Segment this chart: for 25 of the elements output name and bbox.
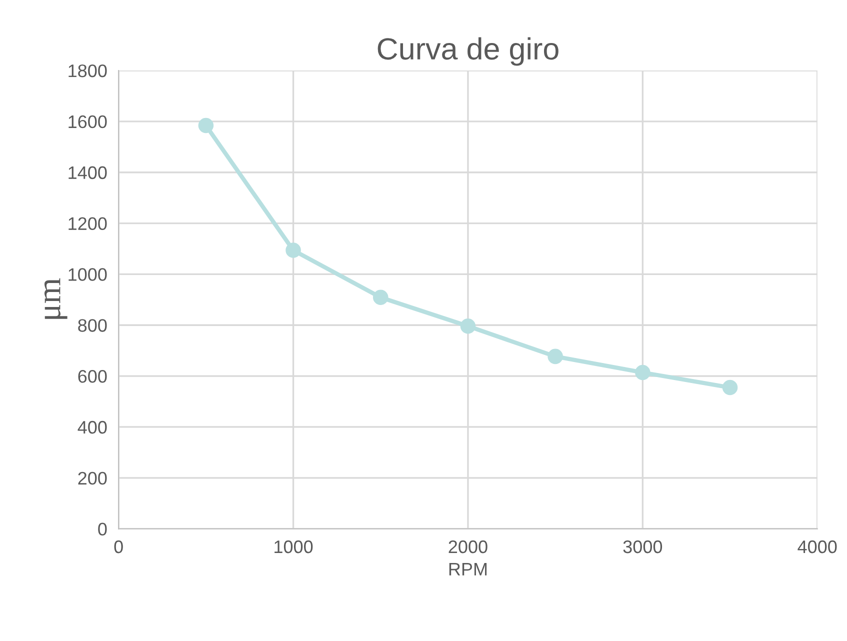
x-tick-label: 3000 <box>623 540 662 554</box>
y-tick-label: 1600 <box>68 115 107 128</box>
point <box>198 118 214 134</box>
y-axis-title: μm <box>44 278 68 319</box>
x-axis-title: RPM <box>449 562 487 576</box>
point <box>286 242 301 258</box>
chart-title: Curva de giro <box>378 37 558 66</box>
y-tick-label: 1200 <box>68 217 107 230</box>
y-tick-label: 0 <box>98 522 107 536</box>
y-tick-label: 200 <box>78 472 107 485</box>
point <box>460 318 476 334</box>
x-tick-label: 2000 <box>448 540 488 554</box>
point <box>722 380 738 396</box>
y-tick-label: 400 <box>78 420 107 434</box>
x-tick-label: 0 <box>114 540 123 554</box>
point <box>548 348 563 364</box>
y-tick-label: 1800 <box>68 64 107 78</box>
y-tick-label: 800 <box>78 319 107 332</box>
point <box>635 364 650 380</box>
x-tick-label: 4000 <box>798 540 837 554</box>
point <box>372 290 388 306</box>
y-tick-label: 1000 <box>68 268 107 281</box>
y-tick-label: 1400 <box>68 166 107 180</box>
x-tick-label: 1000 <box>274 540 313 554</box>
y-tick-label: 600 <box>78 370 107 383</box>
